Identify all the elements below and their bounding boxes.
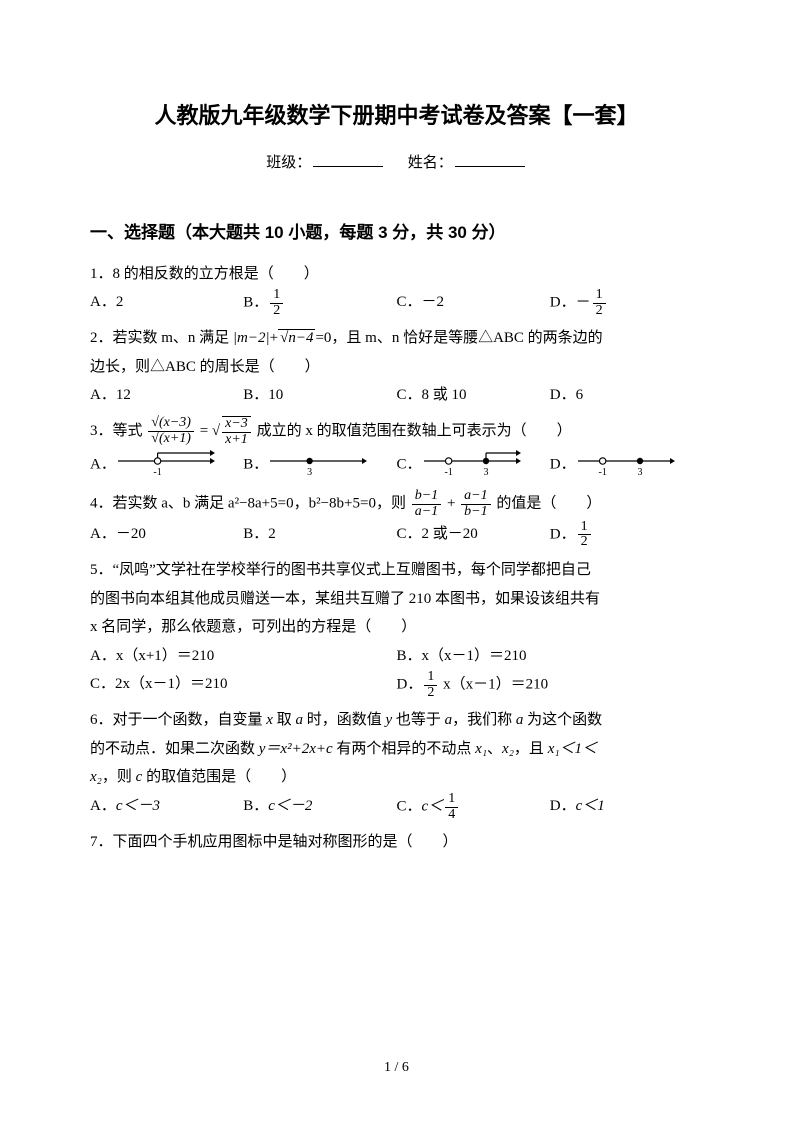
section-heading: 一、选择题（本大题共 10 小题，每题 3 分，共 30 分） <box>90 217 703 249</box>
page-title: 人教版九年级数学下册期中考试卷及答案【一套】 <box>90 95 703 137</box>
q6-opt-a[interactable]: A．c＜－3 <box>90 792 243 822</box>
q5-l2: 的图书向本组其他成员赠送一本，某组共互赠了 210 本图书，如果设该组共有 <box>90 585 703 614</box>
name-label: 姓名： <box>408 155 453 171</box>
q6-l3: x₂，则 c 的取值范围是（ ） <box>90 763 703 792</box>
q3-options: A．-1 B．3 C．-13 D．-13 <box>90 447 703 483</box>
class-label: 班级： <box>266 155 311 171</box>
q1-opt-b[interactable]: B．12 <box>243 288 396 318</box>
q6-opt-b[interactable]: B．c＜－2 <box>243 792 396 822</box>
q1-opt-d[interactable]: D．－12 <box>550 288 703 318</box>
q5-l3: x 名同学，那么依题意，可列出的方程是（ ） <box>90 613 703 642</box>
fraction-icon: b−1a−1 <box>412 489 441 519</box>
question-6: 6．对于一个函数，自变量 x 取 a 时，函数值 y 也等于 a，我们称 a 为… <box>90 706 703 822</box>
svg-text:3: 3 <box>483 467 488 478</box>
q1-stem: 1．8 的相反数的立方根是（ ） <box>90 260 703 289</box>
fraction-icon: 12 <box>578 520 591 550</box>
fraction-icon: √(x−3)√(x+1) <box>148 416 194 446</box>
numberline-a: -1 <box>116 457 216 473</box>
q6-l2: 的不动点．如果二次函数 y＝x²+2x+c 有两个相异的不动点 x₁、x₂，且 … <box>90 735 703 764</box>
q4-opt-b[interactable]: B．2 <box>243 520 396 550</box>
svg-text:3: 3 <box>637 467 642 478</box>
fraction-icon: 14 <box>445 792 458 822</box>
q6-options: A．c＜－3 B．c＜－2 C．c＜14 D．c＜1 <box>90 792 703 822</box>
numberline-b: 3 <box>268 457 368 473</box>
sqrt-icon: √n−4 <box>278 329 315 346</box>
fraction-icon: 12 <box>424 670 437 700</box>
q1-opt-c[interactable]: C．－2 <box>397 288 550 318</box>
q3-stem: 3．等式 √(x−3)√(x+1) = √x−3x+1 成立的 x 的取值范围在… <box>90 416 703 447</box>
question-7: 7．下面四个手机应用图标中是轴对称图形的是（ ） <box>90 828 703 857</box>
q3-opt-a[interactable]: A．-1 <box>90 447 243 483</box>
question-4: 4．若实数 a、b 满足 a²−8a+5=0，b²−8b+5=0，则 b−1a−… <box>90 489 703 550</box>
q6-l1: 6．对于一个函数，自变量 x 取 a 时，函数值 y 也等于 a，我们称 a 为… <box>90 706 703 735</box>
q3-opt-d[interactable]: D．-13 <box>550 447 703 483</box>
q5-opt-d[interactable]: D．12 x（x－1）＝210 <box>397 670 704 700</box>
q2-opt-a[interactable]: A．12 <box>90 381 243 410</box>
q5-l1: 5．“凤鸣”文学社在学校举行的图书共享仪式上互赠图书，每个同学都把自己 <box>90 556 703 585</box>
page-number: 1 / 6 <box>0 1055 793 1082</box>
q4-stem: 4．若实数 a、b 满足 a²−8a+5=0，b²−8b+5=0，则 b−1a−… <box>90 489 703 519</box>
question-1: 1．8 的相反数的立方根是（ ） A．2 B．12 C．－2 D．－12 <box>90 260 703 319</box>
svg-text:3: 3 <box>307 467 312 478</box>
q1-options: A．2 B．12 C．－2 D．－12 <box>90 288 703 318</box>
q5-options-row1: A．x（x+1）＝210 B．x（x－1）＝210 <box>90 642 703 671</box>
q2-stem-line1: 2．若实数 m、n 满足 |m−2|+√n−4=0，且 m、n 恰好是等腰△AB… <box>90 324 703 353</box>
numberline-icon: -1 <box>116 447 216 483</box>
q5-opt-c[interactable]: C．2x（x－1）＝210 <box>90 670 397 700</box>
q2-options: A．12 B．10 C．8 或 10 D．6 <box>90 381 703 410</box>
numberline-icon: -1 3 <box>576 447 676 483</box>
numberline-icon: -1 3 <box>422 447 522 483</box>
q4-opt-d[interactable]: D．12 <box>550 520 703 550</box>
q4-options: A．－20 B．2 C．2 或－20 D．12 <box>90 520 703 550</box>
q5-opt-b[interactable]: B．x（x－1）＝210 <box>397 642 704 671</box>
numberline-d: -13 <box>576 457 676 473</box>
student-info: 班级： 姓名： <box>90 149 703 178</box>
q3-opt-b[interactable]: B．3 <box>243 447 396 483</box>
fraction-icon: a−1b−1 <box>461 489 490 519</box>
q2-stem-line2: 边长，则△ABC 的周长是（ ） <box>90 353 703 382</box>
numberline-icon: 3 <box>268 447 368 483</box>
class-blank[interactable] <box>313 151 383 167</box>
q6-opt-c[interactable]: C．c＜14 <box>397 792 550 822</box>
q7-stem: 7．下面四个手机应用图标中是轴对称图形的是（ ） <box>90 828 703 857</box>
svg-text:-1: -1 <box>153 467 161 478</box>
fraction-icon: 12 <box>593 288 606 318</box>
q3-opt-c[interactable]: C．-13 <box>397 447 550 483</box>
q4-opt-c[interactable]: C．2 或－20 <box>397 520 550 550</box>
question-2: 2．若实数 m、n 满足 |m−2|+√n−4=0，且 m、n 恰好是等腰△AB… <box>90 324 703 410</box>
numberline-c: -13 <box>422 457 522 473</box>
svg-text:-1: -1 <box>598 467 606 478</box>
q2-opt-d[interactable]: D．6 <box>550 381 703 410</box>
exam-page: 人教版九年级数学下册期中考试卷及答案【一套】 班级： 姓名： 一、选择题（本大题… <box>0 0 793 1122</box>
q5-opt-a[interactable]: A．x（x+1）＝210 <box>90 642 397 671</box>
name-blank[interactable] <box>455 151 525 167</box>
q5-options-row2: C．2x（x－1）＝210 D．12 x（x－1）＝210 <box>90 670 703 700</box>
fraction-icon: 12 <box>270 288 283 318</box>
fraction-icon: x−3x+1 <box>222 416 251 447</box>
question-5: 5．“凤鸣”文学社在学校举行的图书共享仪式上互赠图书，每个同学都把自己 的图书向… <box>90 556 703 700</box>
sqrt-icon: √ <box>212 417 220 446</box>
q1-opt-a[interactable]: A．2 <box>90 288 243 318</box>
q4-opt-a[interactable]: A．－20 <box>90 520 243 550</box>
q2-opt-c[interactable]: C．8 或 10 <box>397 381 550 410</box>
q2-opt-b[interactable]: B．10 <box>243 381 396 410</box>
svg-text:-1: -1 <box>444 467 452 478</box>
q6-opt-d[interactable]: D．c＜1 <box>550 792 703 822</box>
question-3: 3．等式 √(x−3)√(x+1) = √x−3x+1 成立的 x 的取值范围在… <box>90 416 703 483</box>
